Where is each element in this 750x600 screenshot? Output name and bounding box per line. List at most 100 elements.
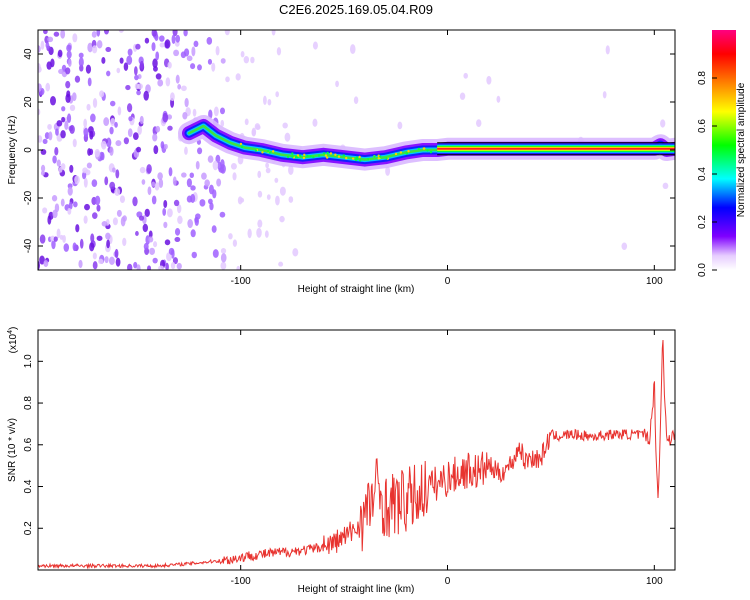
spectrogram-cell — [66, 113, 72, 124]
spectrogram-cell — [167, 208, 173, 218]
spectrogram-cell — [87, 42, 93, 53]
spectrogram-cell — [116, 67, 121, 74]
spectrogram-cell — [275, 195, 280, 206]
spectrogram-cell — [72, 242, 77, 252]
spectrogram-cell — [312, 41, 318, 50]
spectrogram-cell — [60, 30, 66, 39]
spectrogram-cell — [139, 166, 146, 174]
spectrogram-cell — [278, 261, 284, 267]
spectrogram-cell — [84, 203, 90, 211]
spectrogram-cell — [56, 159, 61, 167]
ridge-hotspot — [426, 149, 429, 152]
spectrogram-cell — [266, 194, 271, 200]
spectrogram-cell — [199, 199, 206, 207]
spectrogram-cell — [46, 61, 52, 70]
spectrogram-cell — [228, 233, 233, 240]
spectrogram-cell — [38, 135, 43, 143]
spectrogram-cell — [173, 199, 180, 207]
spectrogram-cell — [60, 130, 66, 139]
spectrogram-cell — [92, 97, 98, 108]
spectrogram-cell — [63, 243, 70, 252]
spectrogram-cell — [155, 73, 162, 80]
spectrogram-cell — [56, 228, 61, 239]
ridge-hotspot — [337, 155, 341, 158]
y-tick-label-top-2: 0 — [23, 147, 34, 153]
y-tick-label-top-1: -20 — [23, 190, 34, 205]
ridge-hotspot — [286, 155, 290, 159]
spectrogram-cell — [152, 257, 158, 264]
spectrogram-cell — [143, 90, 149, 101]
spectrogram-cell — [151, 30, 157, 37]
spectrogram-cell — [38, 108, 41, 116]
spectrogram-cell — [89, 130, 94, 140]
ridge-hotspot — [267, 149, 270, 153]
spectrogram-cell — [157, 172, 163, 180]
ridge-hotspot — [405, 152, 408, 155]
spectrogram-cell — [163, 221, 168, 229]
spectrogram-cell — [230, 163, 237, 170]
spectrogram-cell — [353, 96, 359, 104]
spectrogram-cell — [64, 120, 69, 130]
y-scale-label: (x104) — [7, 327, 19, 354]
spectrogram-cell — [177, 204, 182, 214]
spectrogram-cell — [152, 58, 158, 69]
spectrogram-cell — [40, 170, 45, 176]
spectrogram-cell — [168, 247, 175, 255]
spectrogram-cell — [189, 172, 195, 179]
spectrogram-cell — [126, 103, 133, 113]
spectrogram-cell — [154, 182, 160, 191]
spectrogram-cell — [135, 230, 139, 237]
spectrogram-cell — [165, 262, 169, 270]
spectrogram-cell — [312, 118, 318, 127]
spectrogram-cell — [224, 30, 230, 36]
spectrogram-cell — [115, 140, 122, 147]
spectrogram-cell — [105, 46, 112, 53]
spectrogram-cell — [257, 219, 263, 228]
spectrogram-cell — [194, 216, 199, 226]
colorbar-tick-label-2: 0.4 — [697, 167, 708, 181]
spectrogram-cell — [175, 34, 181, 43]
ridge-hotspot — [312, 155, 315, 159]
spectrogram-cell — [660, 119, 666, 128]
spectrogram-cell — [463, 72, 468, 79]
spectrogram-cell — [215, 154, 221, 164]
spectrogram-cell — [250, 56, 255, 64]
spectrogram-cell — [141, 179, 146, 185]
spectrogram-cell — [197, 64, 202, 71]
spectrogram-cell — [109, 181, 116, 190]
ridge-hotspot — [317, 154, 321, 157]
spectrogram-cell — [73, 201, 78, 208]
spectrogram-cells — [38, 30, 669, 270]
spectrogram-cell — [61, 116, 66, 123]
spectrogram-cell — [173, 49, 180, 57]
spectrogram-cell — [134, 74, 139, 81]
x-tick-label-bottom-0: -100 — [231, 576, 251, 587]
spectrogram-cell — [85, 64, 92, 74]
colorbar-label: Normalized spectral amplitude — [736, 82, 747, 217]
y-tick-label-bottom-3: 0.8 — [23, 396, 34, 410]
spectrogram-cell — [94, 148, 100, 158]
spectrogram-cell — [225, 76, 230, 83]
spectrogram-cell — [91, 31, 97, 38]
spectrogram-cell — [60, 198, 65, 207]
spectrogram-cell — [96, 204, 101, 212]
snr-line — [38, 339, 675, 570]
spectrogram-cell — [110, 117, 116, 127]
spectrogram-cell — [101, 57, 106, 64]
spectrogram-cell — [118, 30, 124, 33]
colorbar-ticks: 0.0 0.2 0.4 0.6 0.8 — [697, 71, 717, 277]
spectrogram-cell — [89, 242, 95, 252]
spectrogram-cell — [243, 56, 250, 64]
spectrogram-cell — [204, 179, 210, 187]
spectrogram-cell — [67, 207, 72, 215]
spectrogram-cell — [39, 234, 46, 244]
spectrogram-cell — [191, 251, 197, 259]
spectrogram-cell — [257, 170, 262, 179]
ridge-hotspot — [334, 153, 337, 156]
spectrogram-cell — [38, 83, 42, 92]
y-tick-label-top-0: -40 — [23, 238, 34, 253]
spectrogram-cell — [135, 43, 141, 50]
spectrogram-cell — [62, 234, 66, 243]
ridge-hotspot — [254, 149, 258, 152]
spectrogram-cell — [244, 118, 249, 126]
